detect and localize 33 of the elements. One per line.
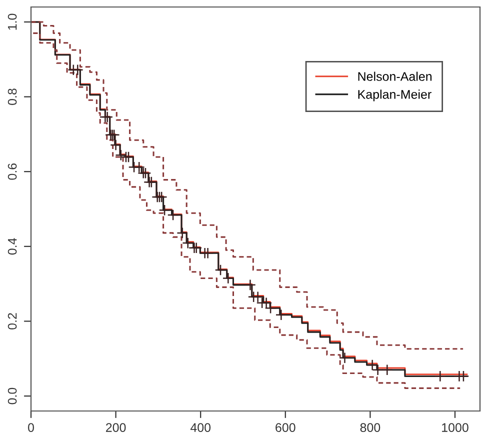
- x-tick-label: 400: [190, 423, 211, 432]
- point: [244, 279, 256, 291]
- point: [133, 161, 145, 173]
- point: [264, 302, 276, 314]
- point: [110, 139, 122, 151]
- legend-label: Nelson-Aalen: [358, 72, 432, 81]
- point: [338, 352, 351, 364]
- point: [158, 204, 170, 216]
- y-tick-label: 0.6: [8, 163, 17, 180]
- point: [176, 227, 188, 239]
- point: [372, 364, 384, 376]
- point: [434, 370, 446, 382]
- point: [122, 151, 134, 163]
- y-tick-label: 0.8: [8, 88, 17, 105]
- legend-label: Kaplan-Meier: [358, 90, 432, 102]
- x-tick-label: 0: [28, 423, 34, 432]
- x-tick-label: 800: [360, 423, 380, 432]
- point: [182, 237, 194, 249]
- y-tick-label: 1.0: [8, 14, 17, 30]
- point: [167, 209, 179, 221]
- point: [102, 111, 114, 123]
- y-tick-label: 0.4: [8, 238, 17, 255]
- x-tick-label: 600: [276, 423, 296, 432]
- y-tick-label: 0.2: [8, 313, 17, 330]
- point: [366, 359, 378, 371]
- point: [381, 364, 393, 376]
- x-tick-label: 1000: [442, 423, 468, 432]
- point: [214, 264, 226, 276]
- point: [222, 272, 234, 284]
- point: [275, 309, 287, 321]
- x-tick-label: 200: [106, 423, 126, 432]
- point: [115, 149, 127, 161]
- y-tick-label: 0.0: [8, 388, 17, 404]
